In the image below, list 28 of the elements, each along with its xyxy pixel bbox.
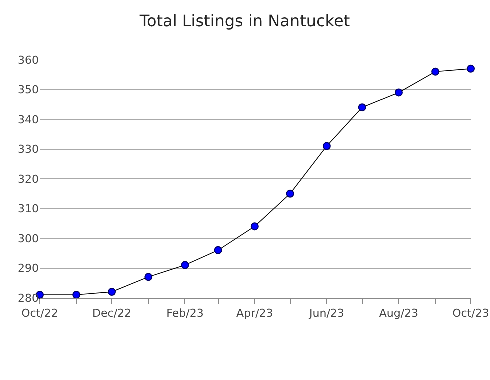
y-tick-label: 300 [18, 232, 39, 246]
y-tick-label: 340 [18, 113, 39, 126]
point [214, 246, 222, 254]
point [286, 190, 294, 198]
x-tick-label: Aug/23 [379, 307, 419, 320]
y-tick-label: 350 [18, 84, 39, 97]
chart-title: Total Listings in Nantucket [138, 11, 350, 30]
point [358, 104, 366, 112]
x-tick-label: Oct/22 [22, 307, 58, 320]
point [181, 261, 190, 270]
point [394, 88, 403, 97]
y-tick-label: 360 [18, 54, 39, 67]
x-tick-label: Dec/22 [92, 307, 132, 320]
y-tick-label: 330 [18, 143, 39, 156]
y-tick-label: 310 [18, 202, 39, 216]
x-tick-label: Oct/23 [452, 307, 490, 320]
point [250, 222, 259, 231]
point [467, 64, 475, 73]
y-tick-label: 320 [18, 172, 39, 186]
point [322, 142, 331, 150]
y-tick-label: 280 [18, 292, 39, 305]
point [144, 273, 153, 282]
x-tick-label: Apr/23 [236, 307, 274, 320]
y-tick-label: 290 [18, 262, 39, 276]
point [108, 288, 116, 296]
x-tick-label: Jun/23 [308, 307, 344, 320]
x-tick-label: Feb/23 [166, 307, 204, 320]
point [432, 68, 440, 76]
